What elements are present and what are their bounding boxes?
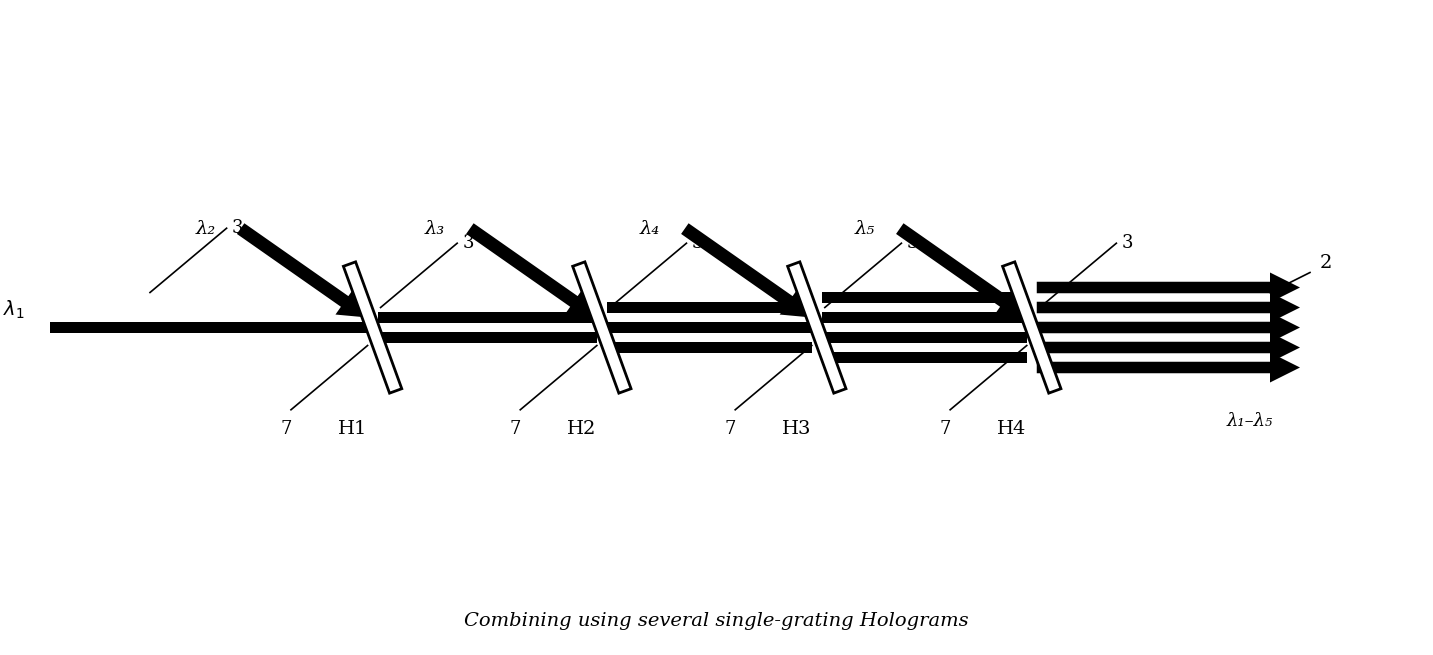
Polygon shape — [1036, 352, 1300, 383]
Text: 3: 3 — [232, 219, 244, 237]
Polygon shape — [50, 322, 373, 333]
Text: H4: H4 — [997, 419, 1026, 438]
Polygon shape — [606, 322, 813, 333]
Polygon shape — [1036, 272, 1300, 303]
Polygon shape — [1036, 333, 1300, 362]
Text: 3: 3 — [1122, 234, 1134, 252]
Text: λ₃: λ₃ — [424, 219, 444, 238]
Text: $\lambda_1$: $\lambda_1$ — [3, 298, 24, 321]
Polygon shape — [466, 223, 598, 318]
Polygon shape — [821, 291, 1027, 303]
Polygon shape — [821, 312, 1027, 324]
Polygon shape — [1003, 262, 1060, 393]
Polygon shape — [377, 312, 598, 324]
Text: H3: H3 — [782, 419, 811, 438]
Text: λ₂: λ₂ — [195, 219, 215, 238]
Text: H1: H1 — [338, 419, 367, 438]
Polygon shape — [821, 331, 1027, 343]
Text: 2: 2 — [1320, 253, 1333, 272]
Text: 3: 3 — [692, 234, 704, 252]
Polygon shape — [821, 352, 1027, 364]
Polygon shape — [236, 223, 368, 318]
Polygon shape — [606, 342, 813, 353]
Text: 7: 7 — [510, 420, 522, 438]
Text: λ₁–λ₅: λ₁–λ₅ — [1227, 413, 1273, 430]
Polygon shape — [344, 262, 401, 393]
Text: 7: 7 — [281, 420, 292, 438]
Polygon shape — [377, 331, 598, 343]
Text: Combining using several single-grating Holograms: Combining using several single-grating H… — [464, 612, 969, 630]
Text: H2: H2 — [567, 419, 596, 438]
Text: 3: 3 — [463, 234, 474, 252]
Polygon shape — [606, 302, 813, 313]
Text: 7: 7 — [725, 420, 737, 438]
Polygon shape — [1036, 293, 1300, 322]
Text: λ₄: λ₄ — [639, 219, 659, 238]
Polygon shape — [896, 223, 1027, 318]
Text: 3: 3 — [907, 234, 919, 252]
Polygon shape — [1036, 312, 1300, 343]
Polygon shape — [573, 262, 631, 393]
Text: 7: 7 — [940, 420, 952, 438]
Polygon shape — [681, 223, 813, 318]
Text: λ₅: λ₅ — [854, 219, 874, 238]
Polygon shape — [788, 262, 845, 393]
